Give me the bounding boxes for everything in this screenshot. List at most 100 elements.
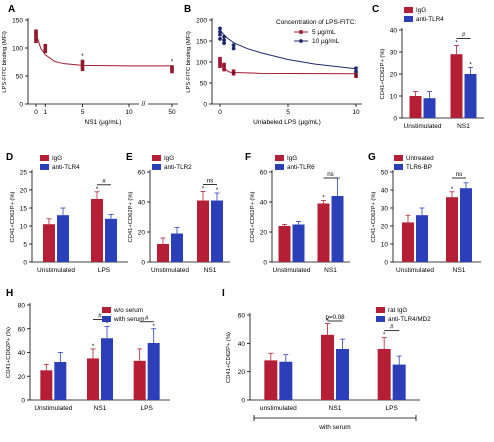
legend-label: anti-TLR6 bbox=[287, 164, 315, 171]
y-tick-label: 15 bbox=[20, 206, 28, 213]
legend-label: IgG bbox=[164, 155, 174, 162]
data-point bbox=[80, 61, 85, 66]
bar bbox=[402, 222, 414, 262]
data-point bbox=[34, 36, 38, 40]
bar bbox=[211, 200, 223, 262]
y-tick-label: 20 bbox=[20, 188, 28, 195]
panel-H: H 0 20 40 60 80 CD41+CD62P+ (%) Unstimulated NS1… bbox=[6, 288, 170, 412]
significance-star: * bbox=[96, 187, 99, 193]
y-axis-label: CD41+CD62P+ (%) bbox=[250, 191, 256, 242]
fit-curve bbox=[219, 60, 357, 75]
y-axis-label: CD41+CD62P+ (%) bbox=[128, 191, 134, 242]
significance-label: # bbox=[145, 315, 149, 322]
x-category-label: LPS bbox=[141, 405, 154, 412]
legend-label: TLR6-BP bbox=[406, 164, 432, 171]
bar bbox=[464, 74, 477, 118]
legend-swatch bbox=[102, 316, 111, 322]
panel-B: B 0 50 100 150 200 LPS-FITC binding (MFI) 0 5 10 U… bbox=[184, 4, 362, 126]
legend-label: anti-TLR2 bbox=[164, 164, 192, 171]
significance-label: # bbox=[98, 312, 102, 319]
legend-swatch bbox=[404, 16, 413, 22]
data-point bbox=[80, 67, 85, 72]
panel-letter: G bbox=[368, 152, 376, 163]
y-tick-label: 0 bbox=[384, 260, 388, 267]
significance-star: * bbox=[202, 187, 205, 193]
y-tick-label: 40 bbox=[18, 350, 26, 357]
x-category-label: NS1 bbox=[457, 123, 470, 130]
data-point bbox=[170, 67, 174, 72]
data-point bbox=[218, 37, 222, 41]
bar bbox=[423, 98, 436, 118]
y-tick-label: 5 bbox=[23, 242, 27, 249]
x-category-label: Unstimulated bbox=[37, 267, 75, 274]
legend-swatch bbox=[376, 316, 385, 322]
data-point bbox=[218, 56, 222, 61]
data-point bbox=[222, 67, 226, 72]
y-tick-label: 20 bbox=[381, 224, 389, 231]
x-category-label: LPS bbox=[98, 267, 111, 274]
y-tick-label: 0 bbox=[141, 260, 145, 267]
x-axis-label: Unlabeled LPS (µg/mL) bbox=[253, 119, 321, 126]
y-tick-label: 20 bbox=[138, 230, 146, 237]
significance-star: * bbox=[152, 324, 155, 330]
panel-D: D 0 5 10 15 20 25 CD41+CD62P+ (%) Unstimulated LP… bbox=[6, 152, 128, 274]
y-axis-label: LPS-FITC binding (MFI) bbox=[186, 31, 192, 93]
significance-star: * bbox=[106, 321, 109, 327]
data-point bbox=[43, 46, 48, 50]
bar bbox=[331, 196, 344, 262]
data-point bbox=[231, 46, 236, 51]
x-category-label: NS1 bbox=[329, 405, 342, 412]
y-tick-label: 30 bbox=[390, 50, 398, 57]
bar bbox=[292, 224, 305, 262]
x-tick-label: 50 bbox=[168, 109, 176, 116]
panel-G: G 0 10 20 30 40 50 CD41+CD62P+ (%) Unstimulated N… bbox=[368, 152, 481, 274]
legend-label: Untreated bbox=[406, 155, 434, 162]
data-point bbox=[354, 69, 358, 74]
bar bbox=[321, 334, 334, 400]
y-tick-label: 10 bbox=[20, 224, 28, 231]
x-tick-label: 10 bbox=[352, 109, 360, 116]
y-axis-label: CD41+CD62P+ (%) bbox=[6, 327, 12, 378]
legend-label: anti-TLR4/MD2 bbox=[388, 316, 431, 323]
legend-label: with serum bbox=[113, 316, 144, 323]
data-point bbox=[222, 65, 226, 69]
x-category-label: NS1 bbox=[204, 267, 217, 274]
panel-letter: C bbox=[372, 4, 379, 15]
x-category-label: Unstimulated bbox=[34, 405, 72, 412]
y-tick-label: 0 bbox=[393, 116, 397, 123]
legend-marker bbox=[299, 30, 303, 34]
legend-swatch bbox=[376, 307, 385, 313]
significance-star: * bbox=[322, 196, 325, 202]
significance-star: * bbox=[232, 72, 235, 78]
panel-E: E 0 20 40 60 CD41+CD62P+ (%) Unstimulated NS1 * *… bbox=[126, 152, 230, 274]
y-tick-label: 40 bbox=[260, 200, 268, 207]
significance-star: * bbox=[92, 344, 95, 350]
bar bbox=[147, 343, 160, 400]
y-tick-label: 60 bbox=[138, 170, 146, 177]
data-point bbox=[354, 71, 358, 76]
bar bbox=[54, 362, 67, 400]
y-tick-label: 0 bbox=[241, 398, 245, 405]
significance-star: * bbox=[455, 40, 458, 46]
y-axis-label: CD41+CD62P+ (%) bbox=[380, 48, 386, 99]
group-label: with serum bbox=[318, 424, 350, 431]
bar bbox=[279, 361, 293, 400]
x-tick-label: 1 bbox=[43, 109, 47, 116]
x-tick-label: 10 bbox=[125, 109, 133, 116]
axis-break-mark: // bbox=[142, 101, 146, 108]
legend-swatch bbox=[275, 164, 284, 170]
bar bbox=[409, 96, 422, 118]
y-tick-label: 50 bbox=[16, 74, 24, 81]
data-point bbox=[218, 26, 222, 31]
legend-swatch bbox=[275, 155, 284, 161]
legend-marker bbox=[299, 39, 303, 43]
x-tick-label: 5 bbox=[286, 109, 290, 116]
significance-star: * bbox=[451, 187, 454, 193]
bar bbox=[460, 188, 472, 262]
legend-label: w/o serum bbox=[113, 307, 143, 314]
bar bbox=[171, 233, 183, 262]
legend-label: IgG bbox=[416, 7, 426, 14]
y-tick-label: 20 bbox=[390, 72, 398, 79]
